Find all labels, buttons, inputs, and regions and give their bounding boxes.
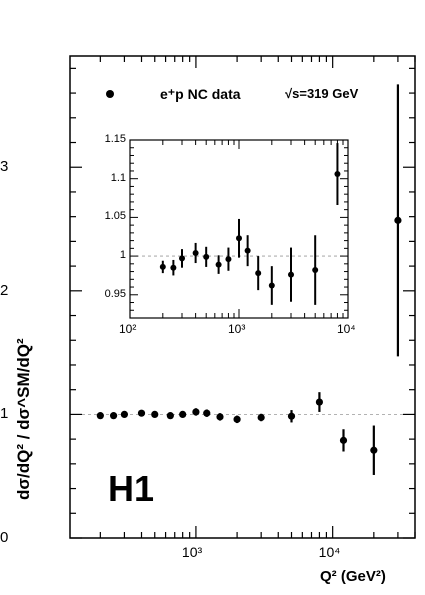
main-plot-frame [69, 55, 416, 539]
legend-label: e⁺p NC data [160, 86, 241, 102]
main-data-point [179, 410, 187, 419]
inset-data-points [159, 143, 341, 305]
main-data-point [257, 413, 265, 422]
main-axis-ticks [70, 56, 416, 539]
energy-label: √s=319 GeV [285, 86, 359, 101]
main-data-point [203, 409, 211, 417]
inset-data-point [225, 256, 232, 263]
inset-data-point [170, 264, 177, 271]
main-x-tick-label: 10⁴ [318, 544, 341, 560]
experiment-label: H1 [108, 468, 155, 509]
inset-data-point [236, 235, 242, 242]
inset-data-point [244, 247, 251, 254]
main-data-point [137, 409, 146, 417]
inset-x-tick-label: 10⁴ [337, 322, 356, 336]
legend-marker [106, 90, 114, 98]
inset-y-tick-label: 1.1 [110, 171, 126, 184]
inset-y-tick-label: 1.05 [104, 210, 126, 223]
main-data-point [216, 413, 224, 421]
main-data-point [109, 412, 118, 420]
inset-data-point [288, 271, 295, 278]
inset-y-tick-label: 1.15 [104, 133, 126, 145]
inset-data-point [159, 263, 166, 270]
inset-data-point [179, 255, 186, 262]
inset-y-tick-label: 0.95 [104, 287, 126, 300]
main-data-point [120, 410, 129, 419]
main-data-point [233, 415, 241, 423]
inset-data-point [215, 261, 222, 268]
y-axis-label: dσ/dQ² / dσ^SM/dQ² [14, 338, 33, 500]
main-data-point [192, 408, 200, 416]
inset-x-tick-label: 10³ [228, 322, 246, 336]
main-y-tick-label: 3 [0, 158, 9, 176]
main-data-point [96, 412, 104, 420]
main-data-point [151, 410, 159, 419]
inset-data-point [268, 282, 275, 289]
x-axis-label: Q² (GeV²) [320, 568, 386, 585]
main-x-tick-label: 10³ [181, 544, 203, 560]
inset-data-point [334, 171, 341, 178]
main-data-point [287, 412, 296, 420]
main-data-point [315, 398, 324, 406]
main-y-tick-label: 2 [0, 281, 9, 299]
inset-data-point [203, 253, 210, 260]
inset-data-point [255, 270, 262, 277]
main-y-tick-label: 1 [0, 405, 9, 423]
main-data-point [339, 436, 348, 444]
main-data-points [96, 84, 402, 475]
main-data-point [166, 412, 174, 420]
inset-data-point [192, 249, 199, 256]
inset-x-tick-label: 10² [119, 322, 137, 336]
inset-axis-ticks [129, 139, 349, 319]
main-data-point [394, 216, 402, 224]
inset-data-point [312, 267, 319, 274]
inset-y-tick-label: 1 [119, 249, 126, 262]
main-y-tick-label: 0 [0, 529, 9, 546]
main-data-point [370, 446, 378, 454]
